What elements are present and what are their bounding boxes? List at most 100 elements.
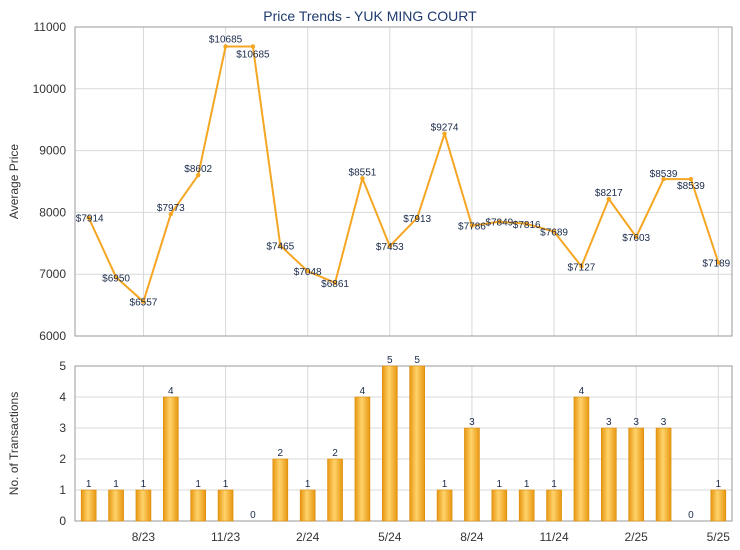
price-point: [360, 176, 365, 181]
transaction-bar: [190, 489, 206, 522]
price-data-label: $10685: [209, 34, 243, 45]
transaction-count-label: 4: [168, 386, 174, 397]
price-point: [332, 280, 338, 285]
price-data-label: $7127: [568, 262, 596, 273]
price-point: [469, 223, 475, 228]
price-point: [414, 215, 420, 220]
price-point: [661, 176, 666, 182]
price-data-label: $7465: [266, 241, 294, 252]
transaction-bar: [327, 458, 343, 522]
transaction-bar: [299, 489, 316, 522]
x-tick-label: 2/24: [296, 530, 320, 544]
price-data-label: $9274: [431, 123, 459, 134]
price-point: [442, 131, 447, 136]
transaction-bar: [354, 396, 371, 522]
transactions-tick-label: 4: [59, 390, 66, 404]
transaction-count-label: 1: [524, 479, 530, 490]
price-data-label: $6950: [102, 273, 130, 284]
transaction-count-label: 3: [606, 417, 612, 428]
price-data-label: $7973: [157, 203, 185, 214]
price-data-label: $7816: [513, 220, 541, 231]
price-point: [278, 243, 283, 248]
price-data-label: $7914: [76, 214, 104, 225]
price-data-label: $8602: [184, 164, 212, 175]
transaction-count-label: 5: [414, 355, 420, 366]
price-data-label: $10685: [236, 49, 270, 60]
transaction-count-label: 1: [442, 479, 448, 490]
price-data-label: $8539: [677, 181, 705, 192]
price-point: [141, 299, 146, 304]
transaction-count-label: 1: [716, 479, 722, 490]
x-tick-label: 5/24: [378, 530, 402, 544]
price-data-label: $7786: [458, 222, 486, 233]
transaction-count-label: 5: [387, 355, 393, 366]
x-tick-label: 8/24: [460, 530, 484, 544]
transaction-bar: [573, 396, 590, 522]
x-tick-label: 8/23: [132, 530, 156, 544]
transaction-count-label: 4: [360, 386, 366, 397]
price-data-label: $8539: [650, 169, 678, 180]
price-point: [168, 211, 174, 217]
price-data-label: $7913: [403, 214, 431, 225]
price-data-label: $6557: [130, 298, 158, 309]
transaction-count-label: 3: [661, 417, 667, 428]
transaction-bar: [491, 489, 508, 522]
price-point: [195, 172, 201, 178]
price-data-label: $7603: [622, 233, 650, 244]
price-point: [524, 221, 529, 226]
transaction-bar: [217, 489, 234, 522]
transactions-tick-label: 5: [59, 359, 66, 373]
transaction-count-label: 1: [86, 479, 92, 490]
price-series-line: [87, 45, 720, 303]
transaction-count-label: 1: [551, 479, 557, 490]
transaction-count-label: 1: [497, 479, 503, 490]
price-point: [716, 260, 721, 265]
price-plot-frame: [74, 26, 733, 337]
transaction-count-label: 1: [223, 479, 229, 490]
transactions-tick-label: 0: [59, 514, 66, 528]
transaction-bar: [601, 427, 617, 522]
transactions-tick-label: 1: [59, 483, 66, 497]
price-point: [551, 229, 557, 234]
price-data-label: $8217: [595, 188, 623, 199]
price-y-axis-label: Average Price: [7, 144, 21, 219]
price-tick-label: 6000: [39, 329, 66, 343]
transaction-count-label: 2: [332, 448, 338, 459]
price-tick-label: 9000: [39, 144, 66, 158]
transaction-bar: [382, 365, 398, 522]
price-data-label: $7689: [540, 228, 568, 239]
price-data-label: $7189: [702, 259, 730, 270]
price-tick-label: 10000: [33, 82, 67, 96]
transaction-bar: [518, 489, 535, 522]
transaction-count-label: 0: [688, 510, 694, 521]
transaction-bar: [272, 458, 289, 522]
transaction-count-label: 3: [469, 417, 475, 428]
price-point: [113, 275, 119, 280]
price-tick-label: 8000: [39, 205, 66, 219]
chart-title: Price Trends - YUK MING COURT: [263, 8, 477, 24]
price-tick-label: 7000: [39, 267, 66, 281]
transaction-bar: [409, 365, 425, 522]
x-tick-label: 5/25: [707, 530, 731, 544]
x-tick-label: 11/23: [211, 530, 240, 544]
price-data-label: $7048: [294, 267, 322, 278]
price-point: [387, 244, 393, 249]
price-point: [633, 234, 639, 240]
price-data-label: $7453: [376, 242, 404, 253]
price-point: [688, 176, 694, 182]
transaction-count-label: 4: [579, 386, 585, 397]
transactions-tick-label: 2: [59, 452, 66, 466]
transaction-count-label: 1: [305, 479, 311, 490]
transaction-bar: [80, 489, 97, 522]
price-point: [497, 219, 502, 224]
price-data-label: $7849: [485, 218, 513, 229]
transaction-count-label: 1: [195, 479, 201, 490]
transaction-count-label: 1: [141, 479, 147, 490]
transactions-plot-frame: [74, 365, 733, 522]
transaction-bar: [710, 489, 727, 522]
transactions-bar-panel: 0 1 2 3 4 5 8/23 11/23 2/24 5/24 8/24 11/24 2/25 5/25…: [7, 355, 733, 544]
transaction-bar: [163, 396, 179, 522]
price-line-panel: 6000 7000 8000 9000 10000 11000 Average Price $…: [7, 20, 733, 343]
transaction-bar: [436, 489, 453, 522]
